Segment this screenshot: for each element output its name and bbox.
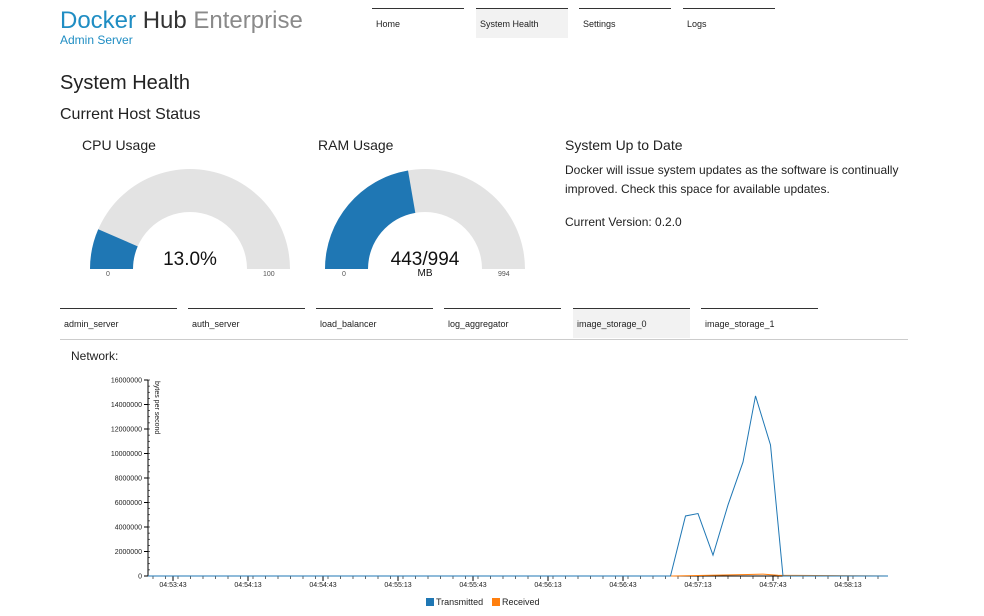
x-tick-label: 04:57:13 [684,582,711,589]
host-tab-image-storage-1[interactable]: image_storage_1 [701,308,818,338]
brand-word-hub: Hub [142,7,187,34]
ram-max: 994 [498,271,510,278]
x-tick-label: 04:54:13 [234,582,261,589]
brand-subtitle: Admin Server [60,33,133,47]
y-tick-label: 10000000 [111,451,142,458]
x-tick-label: 04:53:43 [159,582,186,589]
legend-swatch-transmitted [426,598,434,606]
cpu-max: 100 [263,271,275,278]
y-tick-label: 2000000 [115,549,142,556]
x-tick-label: 04:56:43 [609,582,636,589]
ram-min: 0 [342,271,346,278]
legend-label-received: Received [502,597,540,607]
x-tick-label: 04:57:43 [759,582,786,589]
host-tab-admin-server[interactable]: admin_server [60,308,177,338]
series-line-received [148,573,889,577]
tab-settings[interactable]: Settings [579,8,671,38]
host-tab-auth-server[interactable]: auth_server [188,308,305,338]
page-title: System Health [60,72,191,94]
cpu-min: 0 [106,271,110,278]
updates-title: System Up to Date [565,137,683,153]
brand-word-docker: Docker [60,7,137,34]
y-tick-label: 6000000 [115,500,142,507]
y-tick-label: 0 [138,574,142,581]
host-tab-image-storage-0[interactable]: image_storage_0 [573,308,690,338]
divider [60,339,908,340]
updates-text: Docker will issue system updates as the … [565,163,899,196]
cpu-gauge-title: CPU Usage [82,137,156,153]
tab-home[interactable]: Home [372,8,464,38]
ram-gauge-title: RAM Usage [318,137,394,153]
legend-label-transmitted: Transmitted [436,597,483,607]
y-tick-label: 16000000 [111,378,142,385]
cpu-gauge [90,169,290,269]
x-tick-label: 04:55:43 [459,582,486,589]
x-tick-label: 04:55:13 [384,582,411,589]
y-tick-label: 14000000 [111,402,142,409]
ram-gauge-fill [325,170,416,269]
ram-value: 443/994 [390,249,460,270]
ram-gauge [325,169,525,269]
cpu-gauge-track [90,169,290,269]
tab-system-health[interactable]: System Health [476,8,568,38]
section-title: Current Host Status [60,106,201,123]
ram-unit: MB [417,268,433,279]
series-line-transmitted [148,395,888,577]
x-tick-label: 04:58:13 [834,582,861,589]
brand-word-enterprise: Enterprise [193,7,303,34]
y-tick-label: 12000000 [111,427,142,434]
network-title: Network: [71,349,119,363]
x-tick-label: 04:56:13 [534,582,561,589]
y-tick-label: 4000000 [115,525,142,532]
cpu-value: 13.0% [163,249,217,270]
brand-title: Docker Hub Enterprise [60,7,303,35]
tab-logs[interactable]: Logs [683,8,775,38]
host-tab-log-aggregator[interactable]: log_aggregator [444,308,561,338]
y-tick-label: 8000000 [115,476,142,483]
x-tick-label: 04:54:43 [309,582,336,589]
host-tab-load-balancer[interactable]: load_balancer [316,308,433,338]
cpu-gauge-fill [90,229,138,269]
current-version: Current Version: 0.2.0 [565,215,682,229]
legend-swatch-received [492,598,500,606]
y-axis-label: bytes per second [153,381,160,434]
